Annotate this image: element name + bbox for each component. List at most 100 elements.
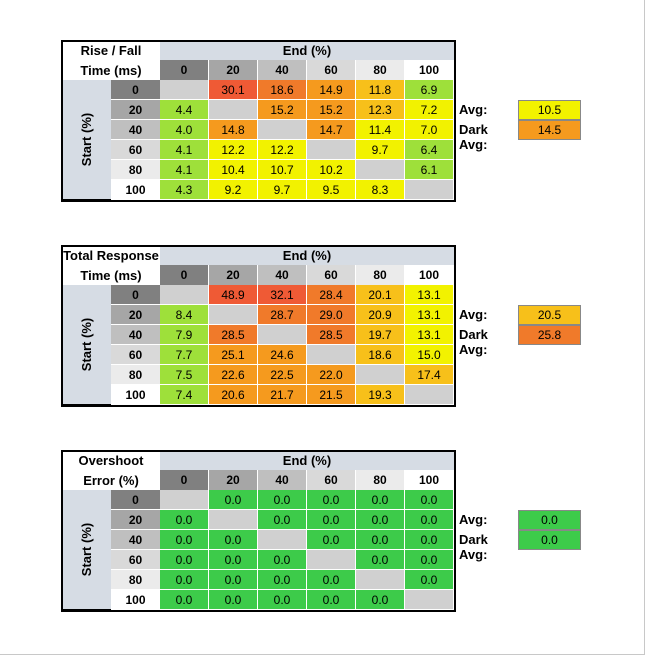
heatmap-cell: 0.0 [160, 570, 209, 590]
heatmap-cell-value: 0.0 [224, 492, 242, 507]
column-header: 60 [307, 265, 356, 285]
heatmap-cell-value: 8.3 [371, 182, 389, 197]
heatmap-cell-value: 17.4 [417, 367, 441, 382]
heatmap-cell-value: 15.0 [417, 347, 441, 362]
row-header-label: 20 [128, 512, 143, 527]
heatmap-cell-value: 0.0 [175, 572, 193, 587]
start-axis-label-text: Start (%) [79, 112, 95, 167]
end-axis-label-text: End (%) [282, 43, 332, 58]
heatmap-cell-value: 9.5 [322, 182, 340, 197]
table-title-line1: Total Response [63, 248, 159, 263]
column-header: 0 [160, 470, 209, 490]
heatmap-cell [307, 140, 356, 160]
row-header-label: 0 [132, 82, 139, 97]
dark-avg-label-text: Dark Avg: [459, 532, 488, 562]
heatmap-cell: 0.0 [405, 510, 454, 530]
heatmap-cell: 0.0 [356, 510, 405, 530]
heatmap-cell: 9.2 [209, 180, 258, 200]
column-header: 0 [160, 60, 209, 80]
heatmap-cell-value: 9.7 [273, 182, 291, 197]
heatmap-cell-value: 0.0 [224, 572, 242, 587]
start-axis-label: Start (%) [61, 80, 111, 200]
heatmap-cell: 13.1 [405, 325, 454, 345]
heatmap-cell-value: 0.0 [322, 492, 340, 507]
heatmap-cell: 20.6 [209, 385, 258, 405]
heatmap-cell: 15.2 [258, 100, 307, 120]
heatmap-cell-value: 28.5 [221, 327, 245, 342]
heatmap-cell: 30.1 [209, 80, 258, 100]
heatmap-cell-value: 7.0 [420, 122, 438, 137]
column-header-label: 40 [275, 63, 289, 77]
heatmap-cell: 9.5 [307, 180, 356, 200]
heatmap-cell [307, 345, 356, 365]
table-title-line2: Time (ms) [80, 268, 142, 283]
dark-avg-value-text: 0.0 [541, 533, 558, 547]
avg-value: 10.5 [518, 100, 581, 120]
heatmap-cell [209, 305, 258, 325]
heatmap-cell: 0.0 [356, 590, 405, 610]
heatmap-cell: 14.9 [307, 80, 356, 100]
heatmap-cell: 32.1 [258, 285, 307, 305]
heatmap-cell: 0.0 [209, 570, 258, 590]
heatmap-cell-value: 0.0 [322, 592, 340, 607]
column-header: 20 [209, 470, 258, 490]
heatmap-cell-value: 0.0 [371, 552, 389, 567]
heatmap-cell: 0.0 [307, 510, 356, 530]
heatmap-cell: 12.3 [356, 100, 405, 120]
heatmap-cell-value: 0.0 [420, 492, 438, 507]
heatmap-cell [258, 120, 307, 140]
column-header-label: 80 [373, 268, 387, 282]
heatmap-cell-value: 13.1 [417, 307, 441, 322]
row-header-label: 80 [128, 572, 143, 587]
column-header: 100 [405, 265, 454, 285]
heatmap-cell-value: 6.1 [420, 162, 438, 177]
heatmap-cell: 19.3 [356, 385, 405, 405]
row-header: 80 [111, 365, 160, 385]
column-header: 40 [258, 470, 307, 490]
heatmap-cell: 22.6 [209, 365, 258, 385]
table-title: Total Response Time (ms) [61, 245, 159, 285]
heatmap-cell-value: 0.0 [322, 532, 340, 547]
heatmap-cell-value: 22.0 [319, 367, 343, 382]
heatmap-cell-value: 13.1 [417, 327, 441, 342]
start-axis-label: Start (%) [61, 285, 111, 405]
heatmap-cell: 7.9 [160, 325, 209, 345]
heatmap-cell-value: 14.9 [319, 82, 343, 97]
heatmap-cell: 9.7 [356, 140, 405, 160]
heatmap-cell: 14.7 [307, 120, 356, 140]
column-header: 20 [209, 60, 258, 80]
avg-label: Avg: [459, 102, 519, 120]
avg-value-text: 10.5 [537, 103, 562, 117]
row-header: 100 [111, 590, 160, 610]
heatmap-cell: 28.7 [258, 305, 307, 325]
heatmap-cell: 0.0 [405, 550, 454, 570]
dark-avg-label: Dark Avg: [459, 122, 519, 152]
heatmap-cell-value: 0.0 [371, 592, 389, 607]
column-header: 80 [356, 60, 405, 80]
column-header-label: 40 [275, 473, 289, 487]
heatmap-cell: 13.1 [405, 305, 454, 325]
column-header-label: 0 [180, 473, 188, 487]
end-axis-label: End (%) [160, 40, 455, 60]
dark-avg-label: Dark Avg: [459, 532, 519, 562]
heatmap-cell-value: 7.7 [175, 347, 193, 362]
heatmap-cell [356, 570, 405, 590]
avg-value-text: 0.0 [541, 513, 558, 527]
heatmap-cell-value: 0.0 [175, 592, 193, 607]
heatmap-cell: 4.4 [160, 100, 209, 120]
dark-avg-value: 25.8 [518, 325, 581, 345]
column-header: 60 [307, 470, 356, 490]
heatmap-cell [209, 510, 258, 530]
row-header: 80 [111, 570, 160, 590]
heatmap-cell: 6.9 [405, 80, 454, 100]
heatmap-cell: 4.1 [160, 160, 209, 180]
heatmap-cell-value: 22.5 [270, 367, 294, 382]
heatmap-cell: 7.4 [160, 385, 209, 405]
heatmap-cell: 0.0 [209, 490, 258, 510]
end-axis-label: End (%) [160, 245, 455, 265]
heatmap-cell-value: 0.0 [322, 512, 340, 527]
heatmap-cell: 0.0 [356, 530, 405, 550]
heatmap-cell [160, 285, 209, 305]
heatmap-cell: 18.6 [356, 345, 405, 365]
dark-avg-label-text: Dark Avg: [459, 327, 488, 357]
